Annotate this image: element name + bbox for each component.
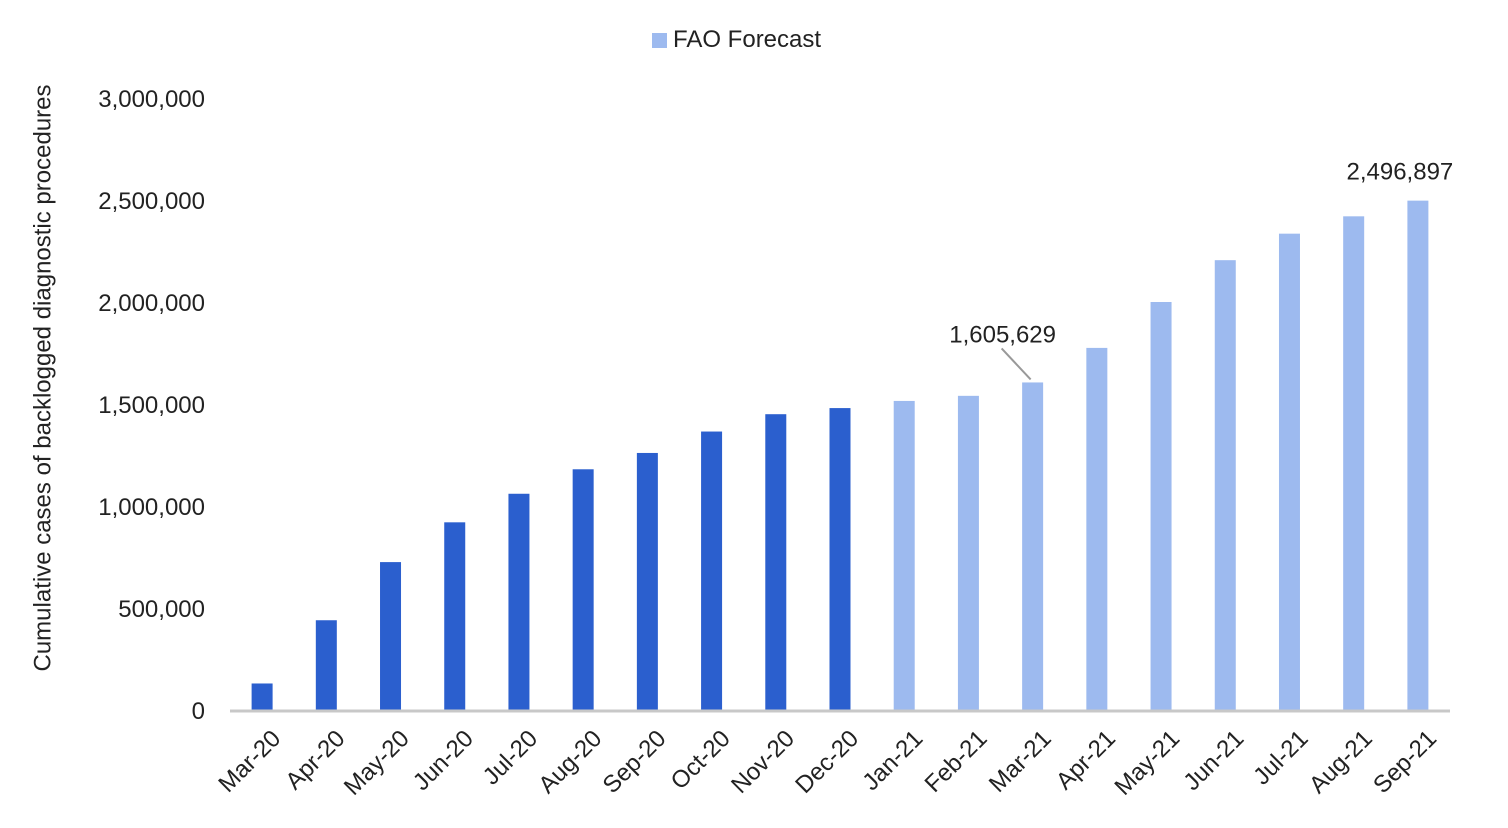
bar-jul-21 <box>1278 233 1300 710</box>
bar-nov-20 <box>765 414 787 710</box>
data-label: 2,496,897 <box>1347 159 1454 186</box>
x-tick-label: Nov-20 <box>726 725 800 799</box>
y-tick-label: 1,500,000 <box>98 392 205 419</box>
data-annotations: 1,605,629 2,496,897 <box>949 159 1454 381</box>
bar-mar-21 <box>1022 382 1044 710</box>
x-tick-label: Dec-20 <box>790 725 864 799</box>
bar-jan-21 <box>893 400 915 710</box>
x-tick-label: Jun-21 <box>1178 725 1249 796</box>
x-tick-label: Oct-20 <box>666 725 736 795</box>
bars <box>251 200 1429 711</box>
bar-may-21 <box>1150 302 1172 710</box>
x-tick-label: Jan-21 <box>857 725 928 796</box>
x-tick-label: Sep-21 <box>1368 725 1442 799</box>
x-tick-label: Feb-21 <box>920 725 993 798</box>
x-tick-label: Apr-21 <box>1051 725 1121 795</box>
y-axis-tick-labels: 0 500,000 1,000,000 1,500,000 2,000,000 2,500… <box>98 86 205 725</box>
bar-jun-21 <box>1214 260 1236 710</box>
bar-sep-20 <box>636 452 658 710</box>
x-axis-tick-labels: Mar-20Apr-20May-20Jun-20Jul-20Aug-20Sep-… <box>213 725 1442 801</box>
legend-label: FAO Forecast <box>673 26 822 53</box>
data-label: 1,605,629 <box>949 321 1056 348</box>
bar-dec-20 <box>829 408 851 710</box>
bar-jul-20 <box>508 493 530 710</box>
bar-aug-20 <box>572 469 594 710</box>
x-tick-label: May-21 <box>1109 725 1185 801</box>
y-tick-label: 2,000,000 <box>98 290 205 317</box>
x-tick-label: Sep-20 <box>598 725 672 799</box>
x-tick-label: Aug-21 <box>1304 725 1378 799</box>
bar-may-20 <box>380 562 402 710</box>
x-tick-label: Mar-21 <box>984 725 1057 798</box>
bar-sep-21 <box>1407 200 1429 711</box>
legend: FAO Forecast <box>652 26 821 54</box>
bar-apr-20 <box>315 620 337 710</box>
bar-aug-21 <box>1343 216 1365 710</box>
y-tick-label: 500,000 <box>118 596 205 623</box>
bar-oct-20 <box>701 431 723 710</box>
annotation-leader-line <box>1000 347 1032 381</box>
x-tick-label: Mar-20 <box>213 725 286 798</box>
y-axis-title: Cumulative cases of backlogged diagnosti… <box>29 84 56 671</box>
bar-apr-21 <box>1086 347 1108 710</box>
bar-jun-20 <box>444 522 466 710</box>
x-tick-label: May-20 <box>339 725 415 801</box>
x-tick-label: Jun-20 <box>408 725 479 796</box>
y-tick-label: 1,000,000 <box>98 494 205 521</box>
bar-feb-21 <box>957 395 979 710</box>
bar-mar-20 <box>251 683 273 710</box>
y-tick-label: 2,500,000 <box>98 188 205 215</box>
y-tick-label: 0 <box>192 698 205 725</box>
x-tick-label: Aug-20 <box>533 725 607 799</box>
y-tick-label: 3,000,000 <box>98 86 205 113</box>
legend-swatch <box>652 32 667 48</box>
x-tick-label: Apr-20 <box>280 725 350 795</box>
